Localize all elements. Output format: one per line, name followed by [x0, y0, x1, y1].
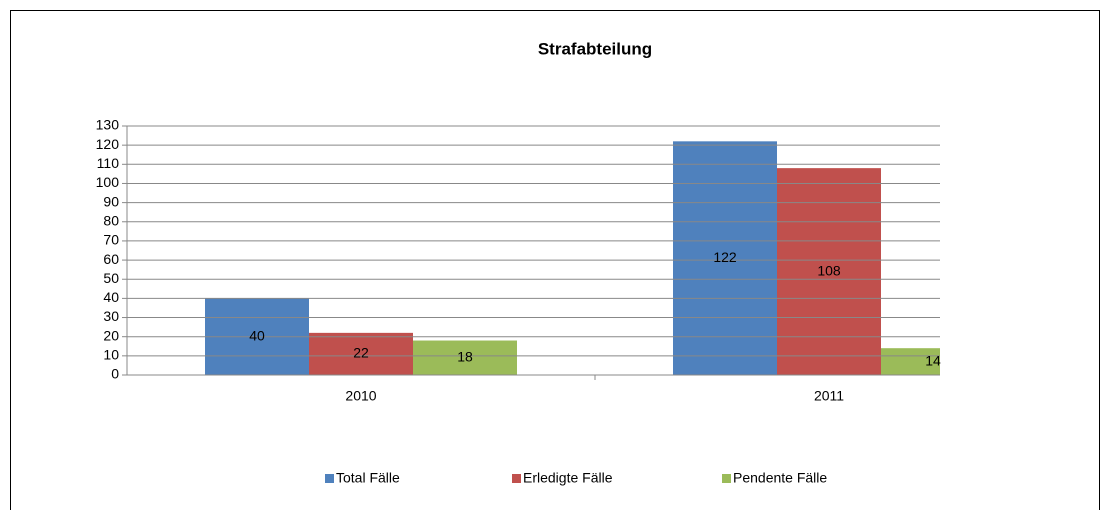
legend-label: Erledigte Fälle: [523, 470, 613, 486]
y-tick-label: 60: [103, 251, 119, 267]
legend-label: Pendente Fälle: [733, 470, 827, 486]
legend-swatch: [325, 474, 334, 483]
y-tick-label: 30: [103, 308, 119, 324]
x-tick-label: 2011: [814, 388, 844, 404]
y-tick-label: 130: [96, 117, 120, 133]
data-label: 40: [249, 327, 265, 343]
y-tick-label: 90: [103, 193, 119, 209]
y-tick-label: 10: [103, 347, 119, 363]
data-label: 14: [925, 352, 941, 368]
data-label: 22: [353, 345, 369, 361]
y-tick-label: 120: [96, 136, 120, 152]
bar: [673, 141, 777, 375]
chart-title: Strafabteilung: [538, 39, 652, 58]
y-tick-label: 80: [103, 212, 119, 228]
bar: [413, 340, 517, 375]
data-label: 122: [713, 249, 737, 265]
y-tick-label: 70: [103, 232, 119, 248]
bar: [309, 332, 413, 375]
y-tick-label: 50: [103, 270, 119, 286]
data-label: 108: [817, 262, 841, 278]
y-tick-label: 110: [97, 155, 120, 171]
y-tick-label: 40: [103, 289, 119, 305]
y-tick-label: 20: [103, 327, 119, 343]
data-label: 18: [457, 348, 473, 364]
x-tick-label: 2010: [345, 388, 376, 404]
bar: [881, 348, 940, 375]
y-tick-label: 100: [96, 174, 120, 190]
legend-label: Total Fälle: [336, 470, 400, 486]
legend-swatch: [512, 474, 521, 483]
legend-swatch: [722, 474, 731, 483]
y-tick-label: 0: [111, 366, 119, 382]
